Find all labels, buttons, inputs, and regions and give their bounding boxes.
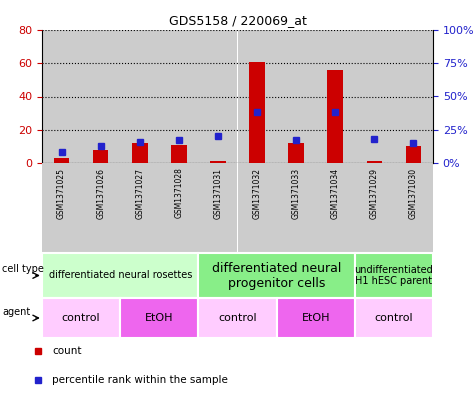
Text: GSM1371028: GSM1371028: [174, 167, 183, 219]
Text: EtOH: EtOH: [145, 313, 173, 323]
Text: GSM1371034: GSM1371034: [331, 167, 340, 219]
Bar: [394, 30, 433, 163]
Text: GSM1371029: GSM1371029: [370, 167, 379, 219]
Bar: [159, 30, 199, 163]
Bar: [199, 163, 238, 253]
Bar: [394, 163, 433, 253]
Bar: [120, 163, 159, 253]
Text: undifferentiated
H1 hESC parent: undifferentiated H1 hESC parent: [354, 265, 433, 286]
Bar: [42, 30, 81, 163]
Bar: [81, 163, 120, 253]
Bar: [316, 163, 355, 253]
Text: GSM1371025: GSM1371025: [57, 167, 66, 219]
Bar: [159, 163, 199, 253]
Bar: [42, 253, 199, 298]
Bar: [199, 30, 238, 163]
Text: control: control: [375, 313, 413, 323]
Bar: [355, 163, 394, 253]
Bar: [42, 163, 81, 253]
Bar: [238, 30, 276, 163]
Text: GSM1371032: GSM1371032: [253, 167, 262, 219]
Text: GSM1371031: GSM1371031: [213, 167, 222, 219]
Bar: [42, 298, 120, 338]
Text: agent: agent: [2, 307, 30, 317]
Bar: [81, 30, 120, 163]
Text: percentile rank within the sample: percentile rank within the sample: [52, 375, 228, 386]
Bar: [327, 70, 343, 163]
Text: control: control: [62, 313, 100, 323]
Text: count: count: [52, 346, 82, 356]
Bar: [132, 143, 148, 163]
Bar: [54, 158, 69, 163]
Text: GSM1371033: GSM1371033: [292, 167, 301, 219]
Text: GSM1371027: GSM1371027: [135, 167, 144, 219]
Text: differentiated neural rosettes: differentiated neural rosettes: [48, 270, 192, 281]
Title: GDS5158 / 220069_at: GDS5158 / 220069_at: [169, 15, 306, 28]
Bar: [276, 30, 316, 163]
Bar: [199, 298, 276, 338]
Bar: [238, 163, 276, 253]
Bar: [249, 62, 265, 163]
Bar: [199, 253, 355, 298]
Bar: [120, 30, 159, 163]
Bar: [355, 253, 433, 298]
Text: EtOH: EtOH: [302, 313, 330, 323]
Bar: [367, 162, 382, 163]
Bar: [288, 143, 304, 163]
Bar: [355, 30, 394, 163]
Bar: [276, 163, 316, 253]
Bar: [406, 146, 421, 163]
Text: GSM1371026: GSM1371026: [96, 167, 105, 219]
Bar: [316, 30, 355, 163]
Bar: [276, 298, 355, 338]
Bar: [355, 298, 433, 338]
Bar: [120, 298, 199, 338]
Text: cell type: cell type: [2, 264, 44, 274]
Bar: [210, 162, 226, 163]
Bar: [171, 145, 187, 163]
Text: GSM1371030: GSM1371030: [409, 167, 418, 219]
Bar: [93, 150, 108, 163]
Text: differentiated neural
progenitor cells: differentiated neural progenitor cells: [212, 261, 341, 290]
Text: control: control: [218, 313, 257, 323]
